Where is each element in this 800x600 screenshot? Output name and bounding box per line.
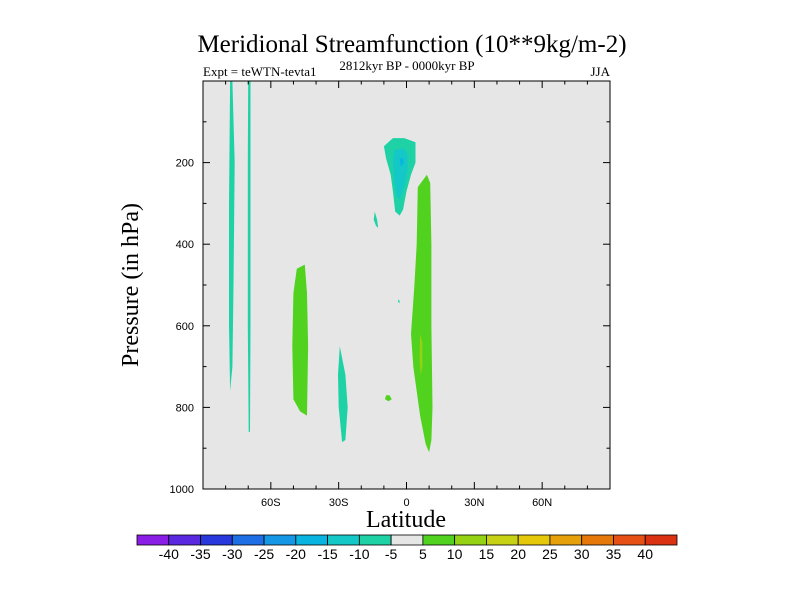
contour-region-sh-polar-narrow-band-east [247, 81, 251, 432]
y-tick-label: 600 [176, 321, 194, 333]
x-axis-label: Latitude [366, 507, 446, 533]
contour-region-tropical-positive-core [419, 334, 423, 375]
colorbar-swatch [200, 534, 233, 546]
contour-region-small-positive-blob-lower [385, 395, 392, 402]
contour-region-sh-midlat-positive-cell [292, 264, 309, 416]
x-tick-label: 60S [261, 497, 281, 509]
colorbar-swatch [327, 534, 360, 546]
colorbar-label: 40 [637, 546, 653, 562]
colorbar-swatch [422, 534, 456, 546]
x-tick-label: 0 [403, 497, 409, 509]
colorbar-label: -10 [349, 546, 369, 562]
y-tick-label: 1000 [170, 484, 194, 496]
contour-region-small-negative-blob-upper [373, 211, 379, 228]
y-tick-label: 200 [176, 158, 194, 170]
colorbar-swatch [390, 534, 424, 546]
colorbar-swatch [136, 534, 170, 546]
contour-region-sh-polar-narrow-band-west [229, 81, 235, 392]
colorbar-label: -30 [222, 546, 242, 562]
colorbar-label: 30 [574, 546, 590, 562]
colorbar-swatch [581, 534, 614, 546]
colorbar-label: 15 [479, 546, 495, 562]
colorbar-swatch [486, 534, 519, 546]
contour-region-sh-subtropical-negative-cell [338, 346, 348, 443]
colorbar-swatch [644, 534, 678, 546]
colorbar-label: 10 [447, 546, 463, 562]
contour-regions [229, 81, 433, 453]
axis-ticks: 60S 30S 0 30N 60N 200 400 600 800 1000 [170, 81, 610, 509]
colorbar-label: 5 [419, 546, 427, 562]
colorbar-swatch [358, 534, 392, 546]
colorbar-swatch [613, 534, 646, 546]
x-tick-label: 30S [329, 497, 349, 509]
y-tick-label: 800 [176, 402, 194, 414]
colorbar-swatch [263, 534, 297, 546]
time-range-label: 2812kyr BP - 0000kyr BP [339, 58, 474, 73]
y-axis-label: Pressure (in hPa) [118, 203, 144, 367]
y-tick-label: 400 [176, 239, 194, 251]
experiment-label: Expt = teWTN-tevta1 [203, 64, 316, 79]
contour-region-tropical-positive-cell [411, 174, 433, 453]
x-tick-label: 60N [532, 497, 552, 509]
colorbar-label: 35 [606, 546, 622, 562]
colorbar-swatch [231, 534, 265, 546]
contour-region-small-negative-blob-mid [397, 299, 400, 304]
colorbar-label: 25 [542, 546, 558, 562]
chart-title: Meridional Streamfunction (10**9kg/m-2) [197, 31, 626, 58]
colorbar-label: -40 [159, 546, 179, 562]
colorbar-label: -5 [385, 546, 398, 562]
colorbar-swatch [168, 534, 201, 546]
season-label: JJA [590, 64, 610, 79]
colorbar: -40 -35 -30 -25 -20 -15 -10 -5 5 10 15 20 25 30 35 40 [136, 534, 678, 562]
colorbar-label: 20 [510, 546, 526, 562]
contour-region-upper-tropical-negative-center [399, 158, 404, 167]
x-tick-label: 30N [464, 497, 484, 509]
colorbar-label: -15 [317, 546, 337, 562]
colorbar-label: -20 [286, 546, 306, 562]
colorbar-label: -25 [254, 546, 274, 562]
colorbar-swatch [549, 534, 583, 546]
contour-region-upper-tropical-negative-core [392, 148, 408, 200]
colorbar-label: -35 [190, 546, 210, 562]
colorbar-swatch [517, 534, 551, 546]
colorbar-swatch [454, 534, 487, 546]
colorbar-swatch [295, 534, 328, 546]
